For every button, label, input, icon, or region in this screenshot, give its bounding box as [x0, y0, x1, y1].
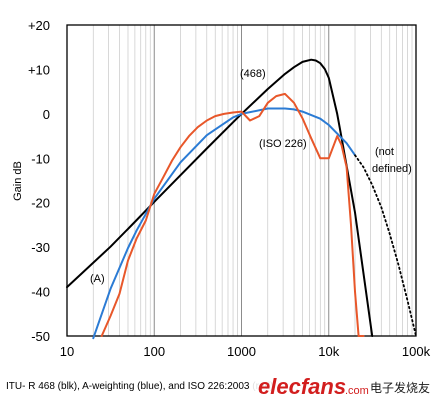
annotation-not: (not: [375, 146, 394, 158]
x-tick-labels: 10 100 1000 10k 100k: [60, 344, 431, 359]
y-tick-labels: +20 +10 0 -10 -20 -30 -40 -50: [28, 18, 50, 344]
x-tick-label: 100: [143, 344, 165, 359]
y-tick-label: +20: [28, 18, 50, 33]
series-group: [66, 58, 417, 340]
y-tick-label: -40: [31, 285, 50, 300]
series-line-itu-r-468: [66, 58, 374, 337]
plot-frame: [66, 24, 417, 337]
watermark-logo: elecfans .com 电子发烧友: [252, 372, 442, 400]
watermark-domain: .com: [345, 385, 369, 397]
x-tick-label: 10: [60, 344, 74, 359]
watermark-backdrop: [252, 372, 442, 400]
y-tick-label: -10: [31, 151, 50, 166]
x-tick-label: 100k: [402, 344, 431, 359]
watermark-brand: elecfans: [258, 374, 346, 399]
grid: [92, 25, 413, 336]
y-tick-label: -50: [31, 329, 50, 344]
y-tick-label: +10: [28, 62, 50, 77]
x-tick-label: 1000: [227, 344, 256, 359]
y-tick-label: -30: [31, 240, 50, 255]
annotation-a: (A): [90, 273, 105, 285]
series-line-not-defined: [354, 154, 417, 337]
y-tick-label: -20: [31, 196, 50, 211]
annotation-468: (468): [240, 68, 266, 80]
y-tick-label: 0: [43, 107, 50, 122]
annotation-iso226: (ISO 226): [259, 138, 307, 150]
watermark-sub: 电子发烧友: [370, 380, 430, 395]
annotation-defined: defined): [372, 163, 412, 175]
series-line-iso-226-2003: [100, 92, 365, 337]
caption: ITU- R 468 (blk), A-weighting (blue), an…: [6, 381, 273, 392]
x-tick-label: 10k: [318, 344, 339, 359]
y-axis-label: Gain dB: [12, 161, 24, 201]
series-line-a-weighting: [92, 107, 356, 340]
